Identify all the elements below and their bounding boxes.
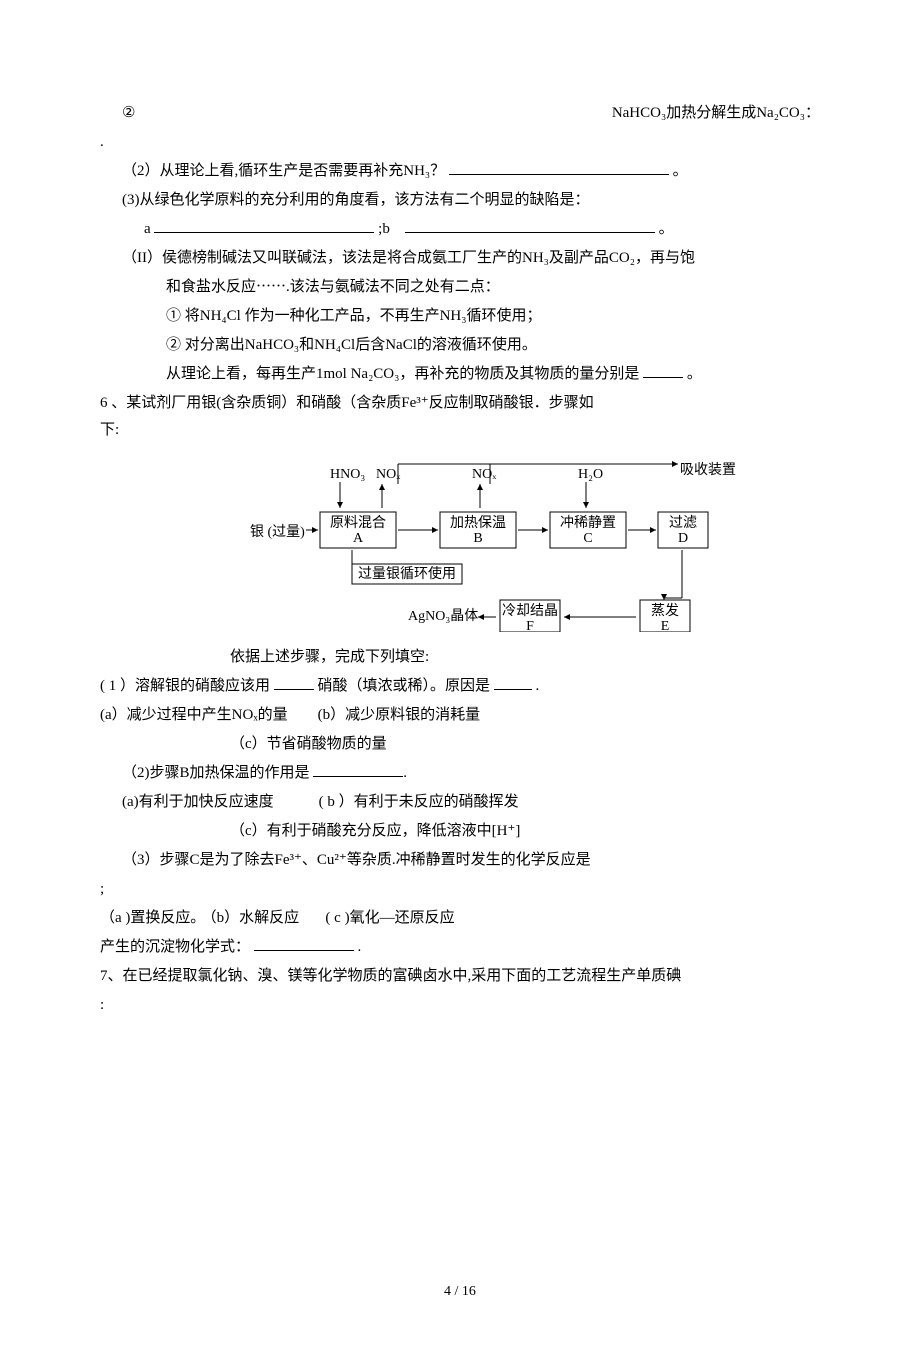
q6-2-blank[interactable] bbox=[313, 761, 403, 778]
svg-text:银 (过量): 银 (过量) bbox=[250, 524, 305, 540]
svg-text:AgNO₃晶体: AgNO₃晶体 bbox=[408, 608, 478, 624]
q6-2-opt-c: （c）有利于硝酸充分反应，降低溶液中[H⁺] bbox=[230, 823, 520, 839]
svg-text:加热保温: 加热保温 bbox=[450, 515, 506, 531]
q6-1-a: ( 1 ）溶解银的硝酸应该用 bbox=[100, 678, 270, 694]
q7-text: 7、在已经提取氯化钠、溴、镁等化学物质的富碘卤水中,采用下面的工艺流程生产单质碘 bbox=[100, 963, 820, 990]
q6-1-opt-a: (a）减少过程中产生NOₓ的量 bbox=[100, 707, 288, 723]
svg-text:A: A bbox=[353, 531, 364, 546]
q6-1-blank2[interactable] bbox=[494, 674, 532, 691]
nahco3-heading: NaHCO₃加热分解生成Na₂CO₃： bbox=[612, 100, 820, 127]
q6-1-blank1[interactable] bbox=[274, 674, 314, 691]
q6-1-b: 硝酸（填浓或稀）。原因是 bbox=[318, 678, 491, 694]
q3-a-blank[interactable] bbox=[154, 217, 374, 234]
svg-text:冷却结晶: 冷却结晶 bbox=[502, 603, 558, 619]
q6-intro-1: 6 、某试剂厂用银(含杂质铜）和硝酸（含杂质Fe³⁺反应制取硝酸银．步骤如 bbox=[100, 390, 820, 417]
II-intro-2: 和食盐水反应⋯⋯.该法与氨碱法不同之处有二点： bbox=[100, 274, 820, 301]
q2-blank[interactable] bbox=[449, 159, 669, 176]
q6-4-blank[interactable] bbox=[254, 935, 354, 952]
II-intro-1: （II）侯德榜制碱法又叫联碱法，该法是将合成氨工厂生产的NH₃及副产品CO₂，再… bbox=[100, 245, 820, 272]
q2-text: （2）从理论上看,循环生产是否需要再补充NH₃？ bbox=[122, 163, 445, 179]
q3-end: 。 bbox=[659, 221, 674, 237]
flow-diagram: 原料混合A 加热保温B 冲稀静置C 过滤D 过量银循环使用冷却结晶F 蒸发E HNO₃ NOₓ… bbox=[180, 452, 740, 632]
svg-text:HNO₃: HNO₃ bbox=[330, 467, 365, 482]
dot: . bbox=[100, 129, 820, 156]
svg-text:E: E bbox=[661, 619, 670, 632]
q6-1-opt-c: （c）节省硝酸物质的量 bbox=[230, 736, 387, 752]
q6-3-a: （3）步骤C是为了除去Fe³⁺、Cu²⁺等杂质.冲稀静置时发生的化学反应是 bbox=[122, 852, 591, 868]
q6-3-opt-c: ( c )氧化—还原反应 bbox=[325, 910, 454, 926]
circled-2: ② bbox=[122, 100, 135, 127]
page-number: 4 / 16 bbox=[100, 1279, 820, 1304]
svg-text:D: D bbox=[678, 531, 688, 546]
svg-text:F: F bbox=[526, 619, 534, 632]
svg-text:过量银循环使用: 过量银循环使用 bbox=[358, 565, 456, 582]
q7-colon: : bbox=[100, 992, 820, 1019]
svg-text:C: C bbox=[583, 531, 592, 546]
q3-b-blank[interactable] bbox=[405, 217, 655, 234]
q6-4: 产生的沉淀物化学式： bbox=[100, 939, 250, 955]
q6-2-opt-b: ( b ）有利于未反应的硝酸挥发 bbox=[319, 794, 519, 810]
II-tail-a: 从理论上看，每再生产1mol Na₂CO₃，再补充的物质及其物质的量分别是 bbox=[166, 366, 639, 382]
q6-depend: 依据上述步骤，完成下列填空: bbox=[100, 644, 820, 671]
q6-3-opt-b: （b）水解反应 bbox=[202, 910, 300, 926]
II-tail-end: 。 bbox=[687, 366, 702, 382]
q6-2-opt-a: (a)有利于加快反应速度 bbox=[122, 794, 274, 810]
svg-text:NOₓ: NOₓ bbox=[376, 467, 401, 482]
q6-intro-2: 下: bbox=[100, 417, 820, 444]
svg-text:蒸发: 蒸发 bbox=[651, 603, 679, 619]
q6-2: （2)步骤B加热保温的作用是 bbox=[122, 765, 310, 781]
II-item-1: ① 将NH₄Cl 作为一种化工产品，不再生产NH₃循环使用； bbox=[100, 303, 820, 330]
svg-text:B: B bbox=[473, 531, 482, 546]
svg-text:H₂O: H₂O bbox=[578, 467, 603, 482]
svg-text:NOₓ: NOₓ bbox=[472, 467, 497, 482]
q6-1-opt-b: (b）减少原料银的消耗量 bbox=[318, 707, 481, 723]
II-tail-blank[interactable] bbox=[643, 362, 683, 379]
q2-period: 。 bbox=[673, 163, 688, 179]
q6-3-opt-a: （a )置换反应｡ bbox=[100, 910, 198, 926]
q6-1-end: . bbox=[536, 678, 540, 694]
q3-intro: (3)从绿色化学原料的充分利用的角度看，该方法有二个明显的缺陷是： bbox=[100, 187, 820, 214]
svg-text:原料混合: 原料混合 bbox=[330, 515, 386, 531]
svg-text:过滤: 过滤 bbox=[669, 515, 697, 531]
II-item-2: ② 对分离出NaHCO₃和NH₄Cl后含NaCl的溶液循环使用。 bbox=[100, 332, 820, 359]
q6-3-end: ; bbox=[100, 876, 820, 903]
svg-text:冲稀静置: 冲稀静置 bbox=[560, 515, 616, 531]
q3-b-label: ;b bbox=[378, 221, 390, 237]
q3-a-label: a bbox=[144, 221, 151, 237]
q6-4-end: . bbox=[358, 939, 362, 955]
svg-text:吸收装置: 吸收装置 bbox=[680, 462, 736, 478]
